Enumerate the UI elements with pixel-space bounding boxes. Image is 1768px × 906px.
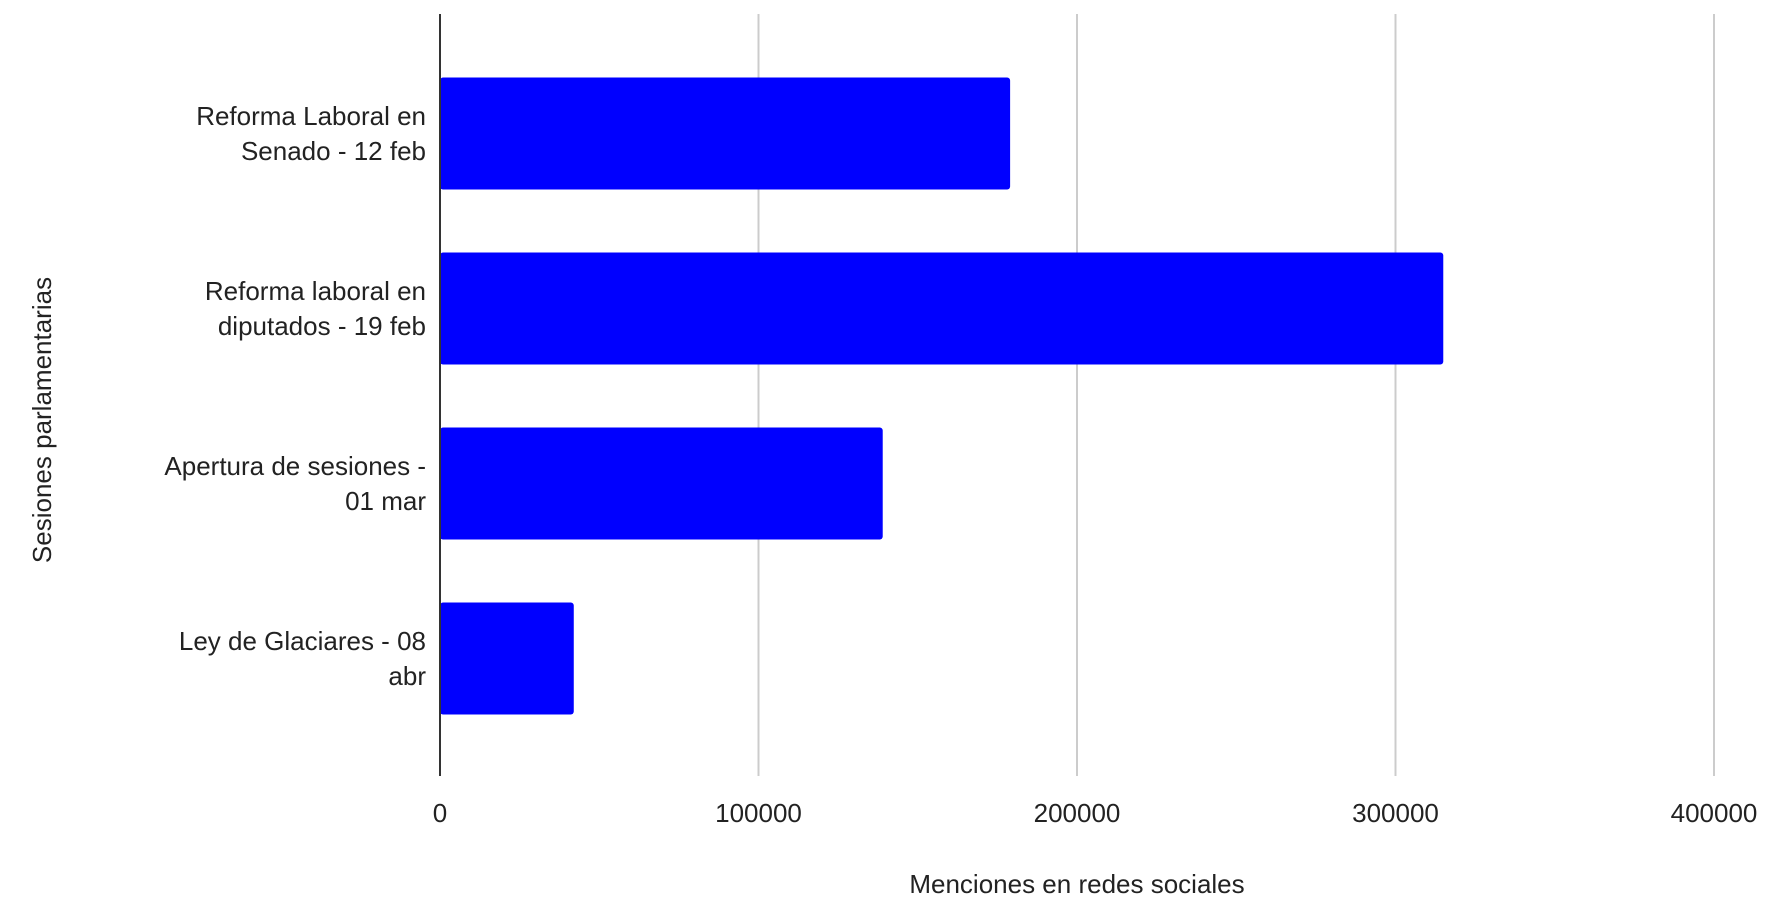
- x-tick-label-1: 100000: [715, 798, 802, 828]
- bar-0: [440, 77, 1011, 190]
- category-label-1: Reforma laboral en diputados - 19 feb: [205, 276, 426, 341]
- bar-1: [440, 252, 1444, 365]
- bar-2: [440, 427, 883, 540]
- bars: [440, 77, 1444, 715]
- category-label-2: Apertura de sesiones -01 mar: [164, 451, 426, 516]
- bar-3: [440, 602, 574, 715]
- y-axis-title: Sesiones parlamentarias: [27, 277, 57, 563]
- x-tick-label-0: 0: [433, 798, 447, 828]
- x-tick-label-2: 200000: [1034, 798, 1121, 828]
- gridlines: [757, 14, 1715, 776]
- x-tick-labels: 0 100000 200000 300000 400000: [433, 798, 1758, 828]
- x-tick-label-4: 400000: [1671, 798, 1758, 828]
- x-tick-label-3: 300000: [1352, 798, 1439, 828]
- category-label-0: Reforma Laboral en Senado - 12 feb: [196, 101, 426, 166]
- x-axis-title: Menciones en redes sociales: [909, 869, 1244, 899]
- category-label-3: Ley de Glaciares - 08 abr: [179, 626, 426, 691]
- category-labels: Reforma Laboral en Senado - 12 feb Reforma…: [164, 101, 426, 691]
